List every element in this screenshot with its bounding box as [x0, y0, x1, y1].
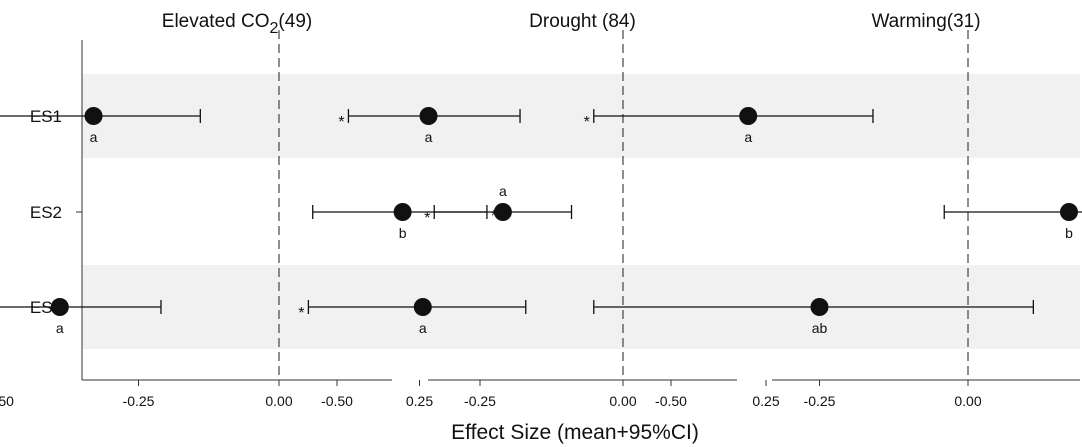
x-tick-label: 0.00: [265, 393, 292, 409]
row-label: ES3: [30, 298, 62, 317]
panel-title-count: (49): [278, 11, 312, 32]
panel-title: Warming(31): [871, 11, 980, 32]
significance-marker: *: [424, 210, 430, 227]
group-letter: a: [425, 129, 433, 145]
x-tick-label: -0.50: [0, 393, 14, 409]
panel-title-subscript: 2: [270, 20, 279, 37]
group-letter: a: [90, 129, 98, 145]
x-tick-label: 0.25: [752, 393, 779, 409]
panel: Warming(31) -0.50 -0.25 0.00 0.25 a * b ab: [584, 11, 1082, 409]
x-tick-label: -0.25: [804, 393, 836, 409]
x-tick-label: -0.50: [655, 393, 687, 409]
row-label: ES1: [30, 107, 62, 126]
x-tick-label: -0.25: [464, 393, 496, 409]
mean-point: [810, 298, 829, 316]
row-bands: [82, 74, 1080, 349]
mean-point: [419, 107, 438, 125]
panel: Drought (84)-0.50 -0.25 0.00 0.25a*a*a*: [298, 11, 780, 409]
mean-point: [413, 298, 432, 316]
panel: Elevated CO2(49) -0.50 -0.25 0.00 0.25 a * b * a *: [0, 11, 497, 409]
panel-title-main: Warming(31): [871, 11, 980, 32]
group-letter: a: [744, 129, 752, 145]
x-tick-label: 0.00: [609, 393, 636, 409]
group-letter: a: [56, 320, 64, 336]
group-letter: a: [499, 183, 507, 199]
row-label: ES2: [30, 203, 62, 222]
panel-title-main: Drought (84): [529, 11, 636, 32]
panels: Elevated CO2(49)-0.50-0.250.000.25a*b*a*…: [0, 11, 1082, 409]
group-letter: b: [1065, 225, 1073, 241]
group-letter: ab: [812, 320, 828, 336]
significance-marker: *: [338, 114, 344, 131]
mean-point: [393, 203, 412, 221]
significance-marker: *: [298, 305, 304, 322]
row-labels: ES1 ES2 ES3: [30, 107, 62, 317]
mean-point: [493, 203, 512, 221]
mean-point: [50, 298, 69, 316]
panel-title: Drought (84): [529, 11, 636, 32]
significance-marker: *: [491, 208, 497, 225]
panel-title: Elevated CO2(49): [162, 11, 312, 37]
row-band: [82, 74, 1080, 158]
significance-marker: *: [584, 114, 590, 131]
mean-point: [84, 107, 103, 125]
group-letter: b: [399, 225, 407, 241]
mean-point: [739, 107, 758, 125]
x-tick-label: -0.50: [321, 393, 353, 409]
x-axis-label: Effect Size (mean+95%CI): [451, 421, 699, 444]
x-tick-label: -0.25: [123, 393, 155, 409]
x-tick-label: 0.25: [406, 393, 433, 409]
x-tick-label: 0.00: [954, 393, 981, 409]
panel-title-main: Elevated CO: [162, 11, 270, 32]
mean-point: [1059, 203, 1078, 221]
group-letter: a: [419, 320, 427, 336]
